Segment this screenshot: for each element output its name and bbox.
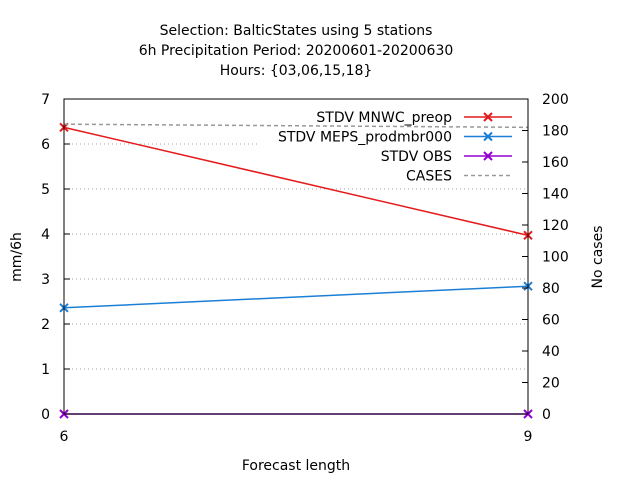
y-tick-label: 1 [41,362,50,378]
chart-title-line: Hours: {03,06,15,18} [220,63,373,79]
series-line [63,123,529,129]
series-line [63,126,529,237]
y2-tick-label: 120 [542,218,569,234]
series-line [63,285,529,309]
y-tick-label: 6 [41,137,50,153]
y2-tick-label: 40 [542,344,560,360]
axis-ticks: 0 1 2 3 4 5 6 7 0 20 40 60 80 100 120 140 160 180 200 6 9 [41,92,569,445]
legend-marker [483,131,493,142]
plot-frame [63,98,529,415]
y2-tick-label: 100 [542,250,569,266]
y-tick-label: 7 [41,92,50,108]
legend-label: STDV MNWC_preop [316,110,452,126]
legend-label: STDV OBS [381,149,452,165]
y2-axis-label: No cases [590,226,606,289]
legend-label: STDV MEPS_prodmbr000 [278,130,452,146]
y2-tick-label: 200 [542,92,569,108]
chart-title-line: 6h Precipitation Period: 20200601-202006… [139,43,454,59]
y-tick-label: 5 [41,182,50,198]
legend-item: CASES [406,169,512,185]
y-tick-label: 3 [41,272,50,288]
chart-title-group: Selection: BalticStates using 5 stations… [139,23,454,79]
grid-lines [64,143,528,370]
y2-tick-label: 180 [542,124,569,140]
x-tick-label: 9 [524,429,533,445]
legend-item: STDV MEPS_prodmbr000 [278,130,512,146]
legend: STDV MNWC_preop STDV MEPS_prodmbr000 STDV … [278,110,512,185]
legend-label: CASES [406,169,452,185]
x-tick-label: 6 [60,429,69,445]
y2-tick-label: 140 [542,187,569,203]
y2-tick-label: 60 [542,313,560,329]
y-tick-label: 4 [41,227,50,243]
series-layer [59,122,533,419]
x-axis-label: Forecast length [242,458,350,474]
y2-tick-label: 20 [542,376,560,392]
legend-marker [483,112,493,122]
legend-marker [483,151,493,161]
series-1 [59,281,533,313]
y-tick-label: 2 [41,317,50,333]
y2-tick-label: 160 [542,155,569,171]
y2-tick-label: 80 [542,281,560,297]
y-tick-label: 0 [41,407,50,423]
series-3 [63,123,529,129]
y-axis-label: mm/6h [9,232,25,282]
chart-title-line: Selection: BalticStates using 5 stations [160,23,433,39]
legend-item: STDV OBS [381,149,512,165]
legend-item: STDV MNWC_preop [316,110,512,126]
y2-tick-label: 0 [542,407,551,423]
